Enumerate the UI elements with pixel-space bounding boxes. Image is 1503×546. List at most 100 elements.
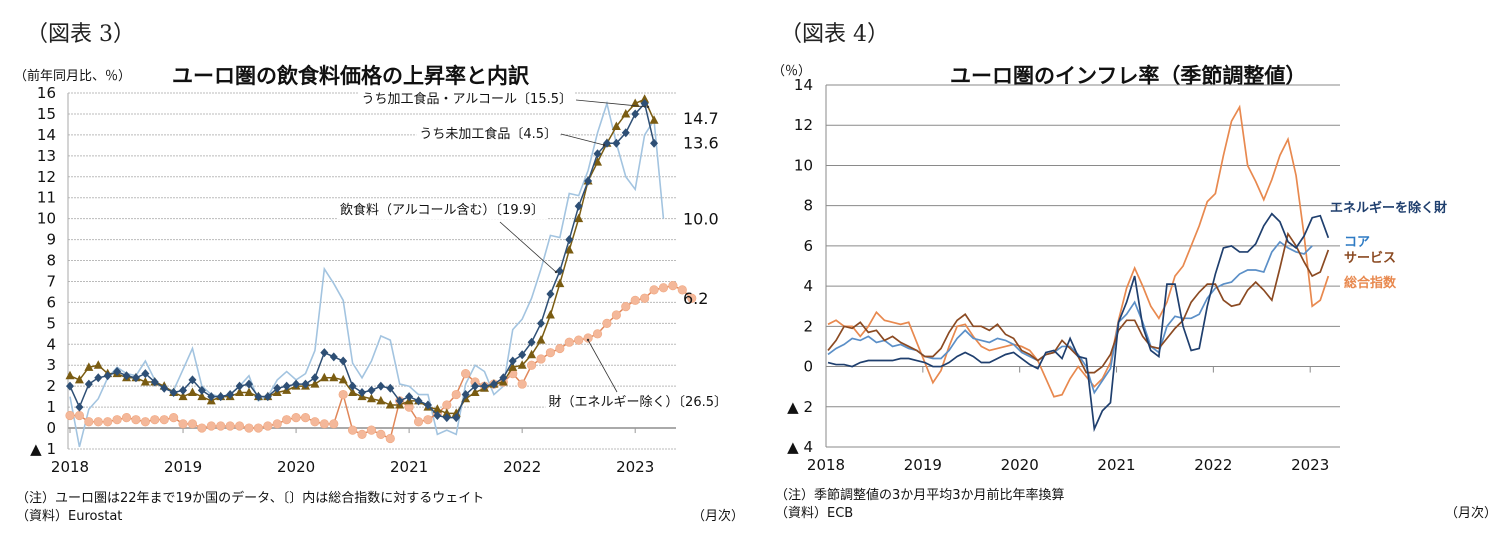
- data-point: [452, 413, 461, 423]
- data-point: [197, 385, 206, 395]
- y-tick-label: 10: [37, 210, 56, 228]
- data-point: [555, 266, 564, 276]
- data-point: [338, 389, 348, 400]
- y-tick-label: 13: [37, 147, 56, 165]
- data-point: [461, 369, 471, 379]
- data-point: [235, 387, 245, 396]
- data-point: [197, 391, 207, 401]
- data-point: [103, 417, 113, 427]
- data-point: [527, 337, 536, 347]
- annotation-bg: [336, 201, 547, 219]
- annotation-bg: [545, 394, 730, 411]
- data-point: [640, 293, 650, 303]
- data-point: [226, 390, 235, 400]
- data-point: [395, 396, 404, 406]
- data-point: [150, 415, 160, 425]
- data-point: [592, 329, 603, 339]
- data-point: [451, 408, 461, 417]
- data-point: [545, 309, 555, 319]
- data-point: [272, 419, 282, 429]
- data-point: [310, 373, 319, 383]
- y-tick-label: 8: [46, 252, 56, 270]
- y-tick-label: 0: [46, 419, 56, 437]
- data-point: [555, 343, 565, 354]
- y-tick-label: ▲ 1: [30, 440, 56, 458]
- data-point: [631, 109, 640, 119]
- data-point: [461, 390, 470, 400]
- data-point: [537, 318, 545, 328]
- data-point: [216, 421, 226, 431]
- data-point: [150, 377, 159, 387]
- data-point: [66, 381, 74, 391]
- y-tick-label: 1: [46, 398, 56, 416]
- chart2-title: ユーロ圏のインフレ率（季節調整値）: [950, 64, 1307, 88]
- data-point: [649, 115, 659, 124]
- data-point: [131, 373, 140, 383]
- data-point: [640, 98, 649, 108]
- annotation-arrow-tip: [586, 338, 590, 342]
- chart1-x-unit: （月次）: [692, 509, 745, 524]
- data-point: [555, 278, 565, 288]
- data-point: [235, 381, 244, 391]
- data-point: [358, 387, 367, 397]
- annotation-arrow-tip: [554, 270, 558, 274]
- data-point: [292, 379, 301, 389]
- data-point: [518, 350, 527, 360]
- series-end-label: 6.2: [683, 289, 708, 308]
- data-point: [319, 419, 329, 429]
- data-point: [621, 108, 631, 118]
- data-point: [225, 421, 235, 431]
- data-point: [583, 333, 593, 343]
- data-point: [611, 121, 621, 131]
- series-end-label: 10.0: [683, 210, 719, 229]
- data-point: [611, 310, 621, 320]
- data-point: [65, 410, 75, 421]
- data-point: [413, 417, 424, 427]
- annotation-bg: [416, 125, 560, 143]
- data-point: [451, 389, 461, 400]
- data-point: [178, 419, 188, 429]
- series-line: [827, 104, 1330, 398]
- data-point: [442, 408, 452, 417]
- data-point: [140, 376, 150, 386]
- chart2-note: （注）季節調整値の3か月平均3か月前比年率換算: [775, 488, 1065, 503]
- data-point: [564, 245, 574, 254]
- x-tick-label: 2021: [1097, 456, 1135, 474]
- data-point: [159, 415, 169, 425]
- annotation-bg: [358, 90, 575, 108]
- x-tick-label: 2019: [904, 456, 942, 474]
- data-point: [140, 417, 150, 427]
- y-tick-label: 2: [46, 377, 56, 395]
- data-point: [244, 387, 254, 396]
- data-point: [169, 387, 178, 397]
- data-point: [517, 360, 527, 369]
- data-point: [282, 381, 291, 391]
- data-point: [253, 423, 263, 433]
- legend-label: サービス: [1344, 250, 1396, 266]
- data-point: [301, 379, 310, 389]
- series-line: [69, 98, 655, 415]
- data-point: [677, 285, 687, 295]
- data-point: [348, 425, 358, 435]
- data-point: [470, 387, 480, 396]
- data-point: [113, 367, 122, 377]
- data-point: [273, 383, 282, 393]
- data-point: [687, 293, 697, 303]
- x-tick-label: 2022: [503, 458, 541, 476]
- data-point: [527, 349, 537, 359]
- data-point: [188, 375, 197, 385]
- data-point: [564, 337, 574, 347]
- figure-3-label: （図表 3）: [26, 22, 135, 47]
- data-point: [75, 402, 84, 412]
- data-point: [263, 392, 272, 402]
- data-point: [206, 421, 216, 431]
- data-point: [121, 412, 132, 423]
- data-point: [423, 415, 433, 425]
- data-point: [536, 354, 546, 364]
- data-point: [244, 379, 253, 389]
- data-point: [414, 396, 423, 406]
- data-point: [574, 335, 584, 345]
- data-point: [658, 283, 669, 293]
- y-tick-label: 15: [37, 105, 56, 123]
- data-point: [131, 415, 141, 425]
